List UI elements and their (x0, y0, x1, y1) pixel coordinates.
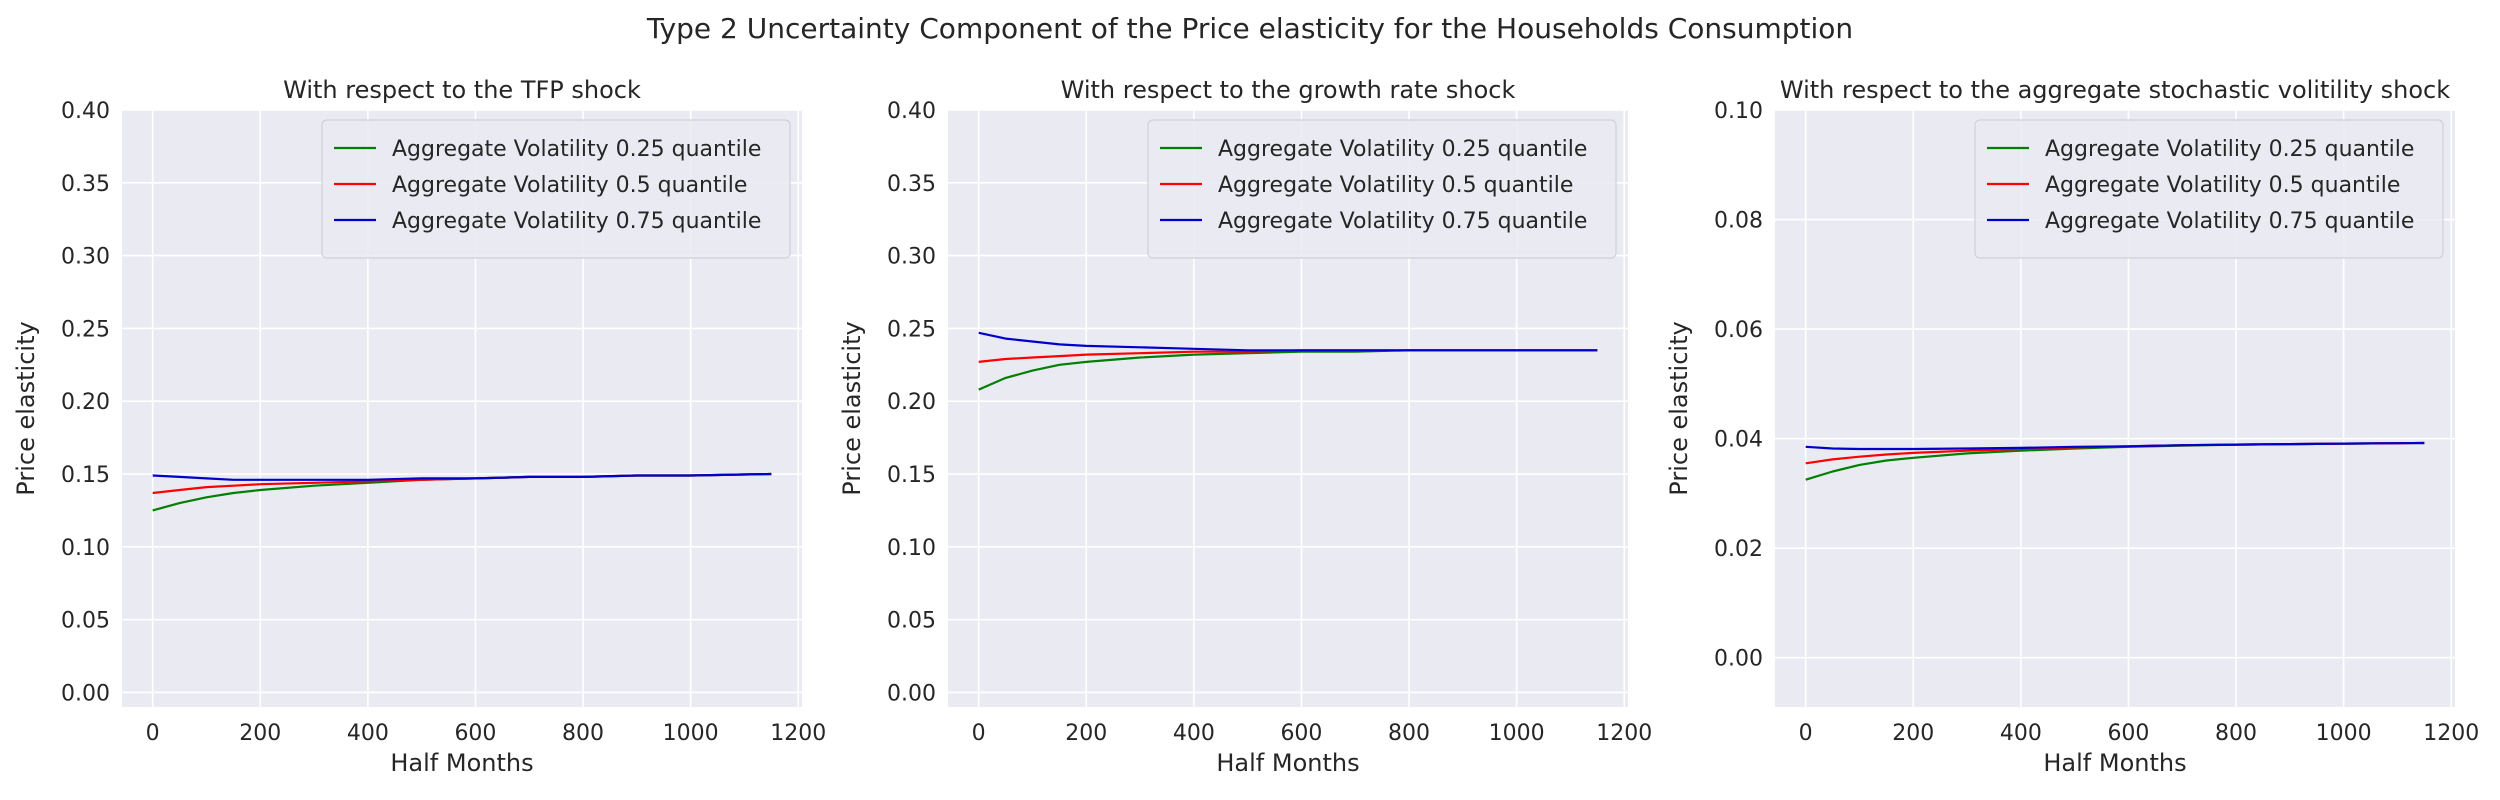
y-tick-label: 0.00 (1714, 647, 1763, 672)
chart-panel-3: 0 200 400 600 800 1000 1200 0.00 0.02 0.04 0.06 0.0… (1665, 76, 2479, 777)
y-tick-label: 0.15 (887, 463, 936, 488)
x-tick-label: 600 (2107, 721, 2149, 746)
y-tick-label: 0.10 (1714, 99, 1763, 124)
y-tick-label: 0.25 (61, 317, 110, 342)
legend-entry: Aggregate Volatility 0.75 quantile (1218, 209, 1587, 234)
x-tick-label: 1000 (1489, 721, 1545, 746)
y-tick-label: 0.35 (887, 172, 936, 197)
x-tick-label: 0 (1799, 721, 1813, 746)
y-tick-label: 0.20 (887, 390, 936, 415)
y-axis-label: Price elasticity (1665, 321, 1693, 495)
x-tick-label: 800 (1388, 721, 1430, 746)
y-tick-label: 0.05 (887, 609, 936, 634)
chart-panel-1: 0 200 400 600 800 1000 1200 0.00 0.05 0.10 0.15 0.2… (12, 76, 826, 777)
y-tick-label: 0.35 (61, 172, 110, 197)
y-tick-label: 0.30 (61, 245, 110, 270)
legend-entry: Aggregate Volatility 0.25 quantile (1218, 137, 1587, 162)
y-tick-label: 0.20 (61, 390, 110, 415)
y-tick-label: 0.02 (1714, 537, 1763, 562)
x-tick-label: 1200 (1596, 721, 1652, 746)
legend-box (1974, 119, 2444, 259)
y-tick-label: 0.00 (61, 681, 110, 706)
panel-title: With respect to the TFP shock (283, 76, 641, 104)
legend: Aggregate Volatility 0.25 quantile Aggreg… (1147, 119, 1617, 259)
x-tick-label: 800 (2215, 721, 2257, 746)
x-tick-label: 1200 (770, 721, 826, 746)
panel-title: With respect to the growth rate shock (1061, 76, 1516, 104)
x-axis-label: Half Months (2043, 749, 2186, 777)
legend-entry: Aggregate Volatility 0.25 quantile (2045, 137, 2414, 162)
x-axis-label: Half Months (390, 749, 533, 777)
legend: Aggregate Volatility 0.25 quantile Aggreg… (321, 119, 791, 259)
x-axis-label: Half Months (1216, 749, 1359, 777)
legend-entry: Aggregate Volatility 0.5 quantile (392, 173, 747, 198)
legend: Aggregate Volatility 0.25 quantile Aggreg… (1974, 119, 2444, 259)
y-tick-label: 0.25 (887, 317, 936, 342)
y-tick-label: 0.40 (887, 99, 936, 124)
x-tick-label: 1200 (2423, 721, 2479, 746)
y-tick-label: 0.04 (1714, 428, 1763, 453)
x-tick-label: 0 (972, 721, 986, 746)
legend-box (321, 119, 791, 259)
y-tick-label: 0.08 (1714, 209, 1763, 234)
chart-panel-2: 0 200 400 600 800 1000 1200 0.00 0.05 0.10 0.15 0.2… (838, 76, 1652, 777)
x-tick-label: 1000 (2316, 721, 2372, 746)
y-tick-label: 0.10 (887, 536, 936, 561)
y-tick-label: 0.15 (61, 463, 110, 488)
legend-entry: Aggregate Volatility 0.5 quantile (1218, 173, 1573, 198)
y-axis-label: Price elasticity (12, 321, 40, 495)
series-line-3 (152, 472, 772, 481)
y-tick-label: 0.40 (61, 99, 110, 124)
y-axis-label: Price elasticity (838, 321, 866, 495)
legend-entry: Aggregate Volatility 0.25 quantile (392, 137, 761, 162)
y-tick-label: 0.30 (887, 245, 936, 270)
panel-title: With respect to the aggregate stochastic… (1780, 76, 2450, 104)
x-tick-label: 400 (1173, 721, 1215, 746)
figure-title: Type 2 Uncertainty Component of the Pric… (646, 12, 1853, 45)
y-tick-label: 0.06 (1714, 318, 1763, 343)
x-tick-label: 600 (1280, 721, 1322, 746)
y-tick-label: 0.05 (61, 609, 110, 634)
x-tick-label: 400 (2000, 721, 2042, 746)
y-tick-label: 0.10 (61, 536, 110, 561)
x-tick-label: 0 (146, 721, 160, 746)
legend-entry: Aggregate Volatility 0.5 quantile (2045, 173, 2400, 198)
series-line-3 (978, 331, 1598, 352)
series-line-3 (1805, 441, 2425, 451)
x-tick-label: 200 (1065, 721, 1107, 746)
x-tick-label: 200 (239, 721, 281, 746)
x-tick-label: 600 (454, 721, 496, 746)
x-tick-label: 1000 (663, 721, 719, 746)
x-tick-label: 200 (1892, 721, 1934, 746)
x-tick-label: 400 (347, 721, 389, 746)
legend-box (1147, 119, 1617, 259)
legend-entry: Aggregate Volatility 0.75 quantile (2045, 209, 2414, 234)
y-tick-label: 0.00 (887, 681, 936, 706)
legend-entry: Aggregate Volatility 0.75 quantile (392, 209, 761, 234)
x-tick-label: 800 (562, 721, 604, 746)
